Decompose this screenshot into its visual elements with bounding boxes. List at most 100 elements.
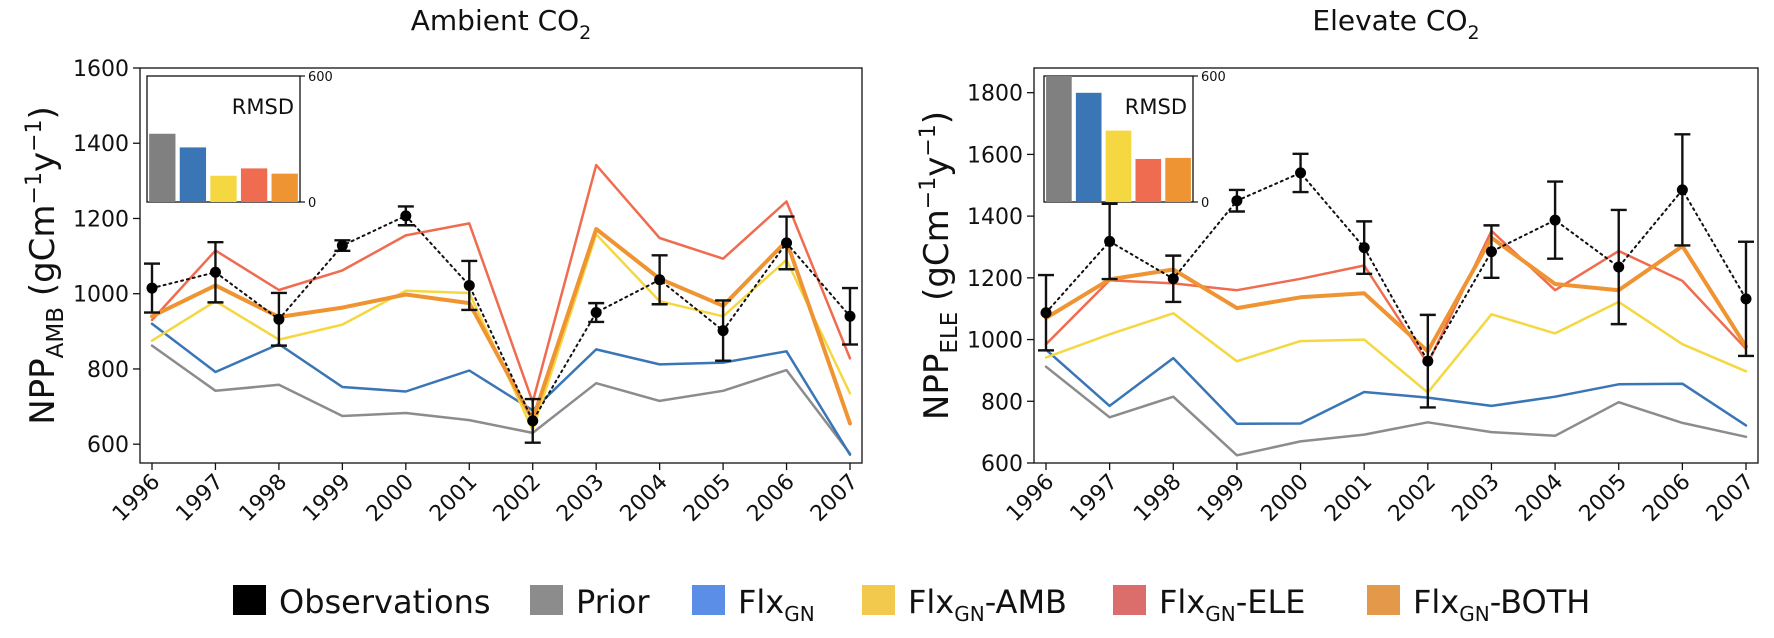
series-line-flxgn-ele [150, 163, 852, 404]
x-tick-label: 2003 [1447, 470, 1504, 527]
observation-point [717, 325, 729, 337]
y-tick-label: 1000 [73, 283, 129, 308]
y-label-main: NPP [23, 358, 63, 424]
x-tick-label: 1998 [235, 470, 292, 527]
legend-label-main: Flx [1413, 583, 1459, 621]
x-tick-label: 2007 [1702, 470, 1759, 527]
y-tick-label: 1200 [967, 267, 1023, 292]
series-line-flxgn-amb [150, 233, 852, 432]
legend-label-subscript: GN [954, 602, 984, 626]
y-label-unit-y: y [23, 152, 63, 172]
observation-point [209, 266, 221, 278]
chart-title-subscript: 2 [579, 22, 591, 44]
x-tick-label: 2006 [743, 470, 800, 527]
observation-point [336, 240, 348, 252]
inset-bar [1165, 157, 1191, 202]
legend-label-subscript: GN [1205, 602, 1235, 626]
x-tick-label: 1999 [298, 470, 355, 527]
x-tick-label: 2000 [362, 470, 419, 527]
inset-bar [210, 175, 237, 202]
observation-point [590, 307, 602, 319]
y-label-close: ) [23, 106, 63, 119]
observation-point [1740, 293, 1752, 305]
y-label-unit: (gCm [23, 204, 63, 307]
inset-bar [179, 147, 207, 202]
inset-bar [1046, 76, 1072, 202]
legend-label-subscript: GN [1459, 602, 1489, 626]
y-tick-label: 1600 [73, 57, 129, 82]
legend-label: FlxGN-AMB [908, 583, 1067, 626]
series-line-flxgn-both [1044, 235, 1748, 354]
observation-point [1167, 273, 1179, 285]
x-tick-label: 2007 [806, 470, 863, 527]
y-tick-label: 600 [981, 452, 1023, 477]
y-label-close: ) [917, 111, 957, 124]
x-tick-label: 2002 [489, 470, 546, 527]
observation-point [273, 313, 285, 325]
observation-point [1549, 214, 1561, 226]
y-tick-label: 1400 [73, 132, 129, 157]
y-label-main: NPP [917, 354, 957, 420]
y-label-exponent-1: −1 [916, 177, 941, 209]
series-line-prior [150, 344, 852, 455]
x-tick-label: 1998 [1129, 470, 1186, 527]
inset-bar [240, 168, 268, 202]
plot-frame [139, 67, 863, 464]
inset-bar [149, 133, 176, 202]
observation-point [146, 282, 158, 294]
y-tick-label: 1800 [967, 82, 1023, 107]
observation-point [1485, 246, 1497, 258]
legend-label: Prior [576, 583, 650, 621]
observation-point [400, 210, 412, 222]
legend-label: FlxGN [738, 583, 815, 626]
legend-label: FlxGN-BOTH [1413, 583, 1590, 626]
x-tick-label: 2005 [1575, 470, 1632, 527]
x-tick-label: 1997 [171, 470, 228, 527]
y-label-exponent-2: −1 [22, 119, 47, 151]
observation-point [1358, 242, 1370, 254]
x-tick-label: 2001 [425, 470, 482, 527]
series-line-flxgn-ele [1044, 229, 1748, 365]
inset-label: RMSD [1125, 95, 1187, 119]
x-tick-label: 2002 [1384, 470, 1441, 527]
x-tick-label: 1996 [1002, 470, 1059, 527]
y-label-unit: (gCm [917, 209, 957, 312]
y-label-unit-y: y [917, 157, 957, 177]
inset-bar [1135, 158, 1162, 202]
legend: Observations Prior FlxGN FlxGN-AMB FlxGN-ELE… [233, 583, 1590, 626]
inset-ymin-label: 0 [1201, 196, 1209, 211]
x-tick-label: 2006 [1638, 470, 1695, 527]
x-tick-label: 1996 [108, 470, 165, 527]
inset-bar [1075, 92, 1102, 202]
legend-label: Observations [279, 583, 491, 621]
legend-label-main: Flx [908, 583, 954, 621]
y-tick-label: 1400 [967, 205, 1023, 230]
y-label-subscript: ELE [937, 312, 963, 354]
inset-ymax-label: 600 [1201, 70, 1226, 85]
legend-swatch [233, 585, 266, 615]
observation-point [1295, 167, 1307, 179]
observation-point [654, 274, 666, 286]
x-tick-label: 2001 [1320, 470, 1377, 527]
observations-line [151, 214, 851, 424]
y-tick-label: 600 [87, 433, 129, 458]
observation-point [781, 237, 793, 249]
series-line-flxgn [150, 322, 852, 456]
x-tick-label: 2000 [1257, 470, 1314, 527]
observations-line [1045, 171, 1747, 364]
observation-point [1613, 261, 1625, 273]
inset-ymin-label: 0 [308, 196, 316, 211]
legend-label-suffix: -AMB [985, 583, 1067, 621]
y-tick-label: 1000 [967, 329, 1023, 354]
y-tick-label: 1600 [967, 143, 1023, 168]
chart-title: Ambient CO2 [411, 4, 592, 44]
observation-point [1040, 307, 1052, 319]
observation-point [463, 279, 475, 291]
chart-title: Elevate CO2 [1312, 4, 1479, 44]
x-tick-label: 2004 [616, 470, 673, 527]
legend-label-main: Flx [738, 583, 784, 621]
legend-label: FlxGN-ELE [1159, 583, 1306, 626]
x-tick-label: 2005 [679, 470, 736, 527]
